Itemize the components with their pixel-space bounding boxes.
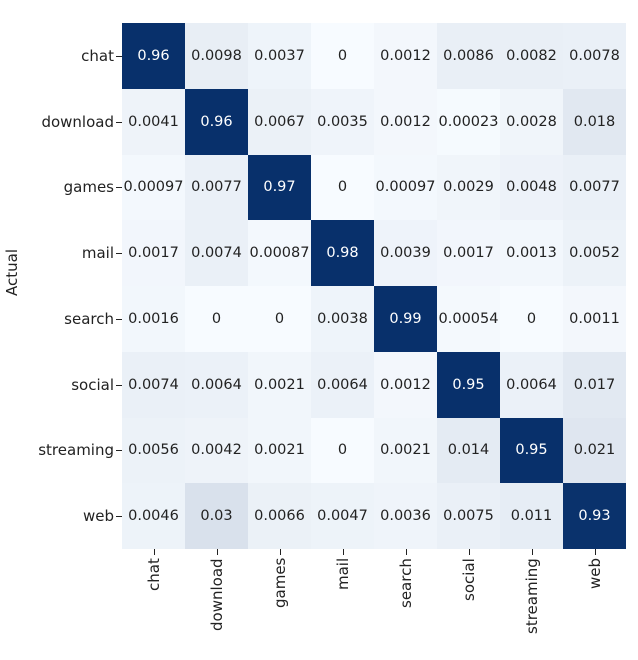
- heatmap-cell: 0.0029: [437, 154, 500, 221]
- heatmap-cell: 0.0021: [248, 417, 311, 484]
- x-tick-label: mail: [333, 557, 352, 590]
- y-tick-mark: [116, 450, 122, 452]
- heatmap-cell: 0.0042: [185, 417, 248, 484]
- heatmap-cell: 0.0064: [500, 351, 563, 418]
- heatmap-cell: 0.0012: [374, 23, 437, 89]
- heatmap-cell: 0.0035: [311, 88, 374, 155]
- heatmap-cell: 0.0064: [311, 351, 374, 418]
- y-tick-label: mail: [81, 244, 114, 263]
- heatmap-cell: 0.93: [563, 483, 626, 549]
- heatmap-cell: 0.0078: [563, 23, 626, 89]
- y-tick-label: web: [82, 507, 114, 526]
- x-tick-label: chat: [144, 558, 163, 591]
- heatmap-cell: 0.0067: [248, 88, 311, 155]
- x-tick-label: games: [270, 557, 289, 608]
- heatmap-cell: 0.0013: [500, 220, 563, 286]
- heatmap-cell: 0.0086: [437, 23, 500, 89]
- y-tick-label: search: [64, 309, 114, 328]
- x-tick-mark: [531, 549, 533, 555]
- y-tick-mark: [116, 516, 122, 518]
- heatmap-cell: 0.00087: [248, 220, 311, 286]
- y-tick-mark: [116, 384, 122, 386]
- heatmap-cell: 0.00097: [122, 154, 185, 221]
- y-tick-mark: [116, 253, 122, 255]
- y-tick-mark: [116, 121, 122, 123]
- heatmap-cell: 0.0017: [122, 220, 185, 286]
- x-tick-mark: [342, 549, 344, 555]
- heatmap-cell: 0.0011: [563, 286, 626, 352]
- heatmap-cell: 0.98: [311, 220, 374, 286]
- heatmap-cell: 0: [311, 417, 374, 484]
- heatmap-cell: 0: [311, 154, 374, 221]
- heatmap-cell: 0.95: [500, 417, 563, 484]
- heatmap-cell: 0.03: [185, 483, 248, 549]
- heatmap-cell: 0.0036: [374, 483, 437, 549]
- heatmap-cell: 0.0039: [374, 220, 437, 286]
- y-tick-mark: [116, 187, 122, 189]
- heatmap-cell: 0.0082: [500, 23, 563, 89]
- heatmap-cell: 0.0038: [311, 286, 374, 352]
- x-tick-label: social: [459, 558, 478, 601]
- x-tick-label: web: [585, 557, 604, 589]
- y-tick-label: download: [41, 112, 114, 131]
- x-tick-mark: [153, 549, 155, 555]
- heatmap-cell: 0.00097: [374, 154, 437, 221]
- y-tick-label: social: [71, 375, 114, 394]
- y-tick-label: games: [63, 178, 114, 197]
- heatmap-cell: 0.0066: [248, 483, 311, 549]
- heatmap-cell: 0.99: [374, 286, 437, 352]
- x-tick-label: search: [396, 558, 415, 608]
- heatmap-cell: 0.017: [563, 351, 626, 418]
- x-tick-mark: [216, 549, 218, 555]
- heatmap-cell: 0.0075: [437, 483, 500, 549]
- y-tick-label: streaming: [38, 441, 114, 460]
- heatmap-cell: 0.0021: [374, 417, 437, 484]
- heatmap-cell: 0.0048: [500, 154, 563, 221]
- heatmap-cell: 0.0046: [122, 483, 185, 549]
- heatmap-cell: 0.011: [500, 483, 563, 549]
- heatmap-cell: 0.0047: [311, 483, 374, 549]
- heatmap-cell: 0.0074: [185, 220, 248, 286]
- heatmap-cell: 0.96: [185, 88, 248, 155]
- y-axis-label: Actual: [3, 249, 21, 296]
- heatmap-cell: 0.021: [563, 417, 626, 484]
- heatmap-cell: 0.0028: [500, 88, 563, 155]
- y-tick-label: chat: [81, 46, 114, 65]
- heatmap-cell: 0.018: [563, 88, 626, 155]
- heatmap-cell: 0.0016: [122, 286, 185, 352]
- heatmap-cell: 0: [185, 286, 248, 352]
- heatmap-cell: 0.0077: [563, 154, 626, 221]
- heatmap-cell: 0.96: [122, 23, 185, 89]
- heatmap-cell: 0.00023: [437, 88, 500, 155]
- heatmap-cell: 0.0077: [185, 154, 248, 221]
- heatmap-cell: 0.0052: [563, 220, 626, 286]
- heatmap-cell: 0: [248, 286, 311, 352]
- x-tick-mark: [594, 549, 596, 555]
- heatmap-cell: 0.95: [437, 351, 500, 418]
- y-tick-mark: [116, 318, 122, 320]
- heatmap-cell: 0: [500, 286, 563, 352]
- heatmap-cell: 0: [311, 23, 374, 89]
- heatmap-cell: 0.0064: [185, 351, 248, 418]
- x-tick-label: streaming: [522, 558, 541, 634]
- heatmap-cell: 0.0021: [248, 351, 311, 418]
- heatmap-cell: 0.0037: [248, 23, 311, 89]
- heatmap-cell: 0.0098: [185, 23, 248, 89]
- heatmap-cell: 0.00054: [437, 286, 500, 352]
- heatmap-cell: 0.0012: [374, 88, 437, 155]
- y-tick-mark: [116, 55, 122, 57]
- heatmap-cell: 0.014: [437, 417, 500, 484]
- x-tick-mark: [405, 549, 407, 555]
- x-tick-label: download: [207, 558, 226, 631]
- heatmap-cell: 0.0012: [374, 351, 437, 418]
- heatmap-grid: 0.96 0.0098 0.0037 0 0.0012 0.0086 0.0082 0.007…: [122, 23, 626, 549]
- x-tick-mark: [468, 549, 470, 555]
- x-tick-mark: [279, 549, 281, 555]
- heatmap-cell: 0.0041: [122, 88, 185, 155]
- heatmap-cell: 0.97: [248, 154, 311, 221]
- heatmap-cell: 0.0017: [437, 220, 500, 286]
- heatmap-cell: 0.0074: [122, 351, 185, 418]
- heatmap-cell: 0.0056: [122, 417, 185, 484]
